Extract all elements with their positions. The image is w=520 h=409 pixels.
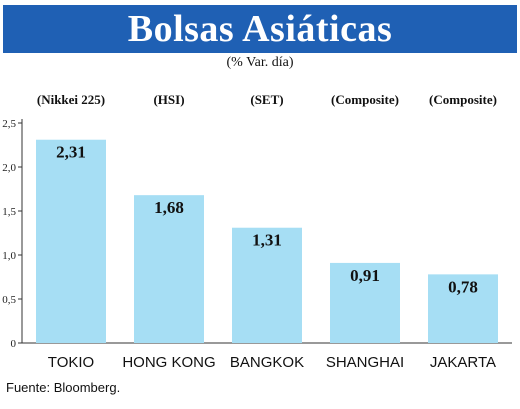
chart-subtitle: (% Var. día) [226, 55, 294, 70]
y-tick-label: 1,0 [2, 250, 16, 262]
category-label: JAKARTA [430, 354, 496, 371]
index-label: (Composite) [331, 92, 399, 107]
bar [36, 139, 106, 343]
y-tick-label: 0 [11, 338, 17, 350]
index-label: (SET) [250, 92, 283, 107]
category-label: HONG KONG [122, 354, 215, 371]
y-tick-label: 0,5 [2, 294, 16, 306]
bar [330, 262, 400, 343]
bar [134, 195, 204, 343]
bar [428, 274, 498, 343]
data-label: 2,31 [56, 143, 86, 162]
category-label: BANGKOK [230, 354, 304, 371]
index-label: (HSI) [153, 92, 184, 107]
y-tick-label: 2,0 [2, 162, 16, 174]
y-tick-label: 1,5 [2, 206, 16, 218]
source-note: Fuente: Bloomberg. [6, 380, 121, 395]
data-label: 1,68 [154, 198, 184, 217]
index-label: (Nikkei 225) [37, 92, 105, 107]
bar [232, 227, 302, 343]
category-label: TOKIO [48, 354, 94, 371]
data-label: 0,78 [448, 277, 478, 296]
index-label: (Composite) [429, 92, 497, 107]
data-label: 0,91 [350, 266, 380, 285]
title-band: Bolsas Asiáticas [3, 5, 517, 53]
category-label: SHANGHAI [326, 354, 404, 371]
chart-title: Bolsas Asiáticas [127, 8, 393, 50]
y-tick-label: 2,5 [2, 118, 16, 130]
data-label: 1,31 [252, 231, 282, 250]
